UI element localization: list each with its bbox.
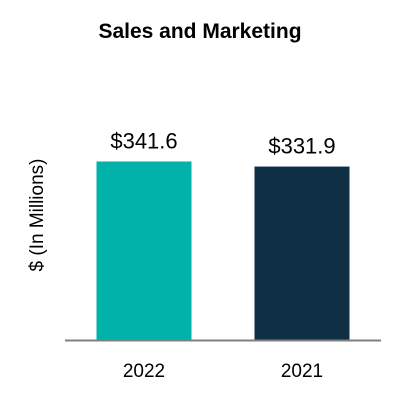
- data-label-2022: $341.6: [110, 129, 177, 154]
- x-tick-label-2022: 2022: [123, 361, 165, 382]
- bars-group: [96, 161, 350, 340]
- bar-2021: [254, 166, 350, 340]
- data-labels-group: $341.6 $331.9: [110, 129, 335, 159]
- chart-title: Sales and Marketing: [98, 20, 301, 43]
- data-label-2021: $331.9: [268, 134, 335, 159]
- bar-2022: [96, 161, 192, 340]
- x-tick-labels-group: 2022 2021: [123, 361, 323, 382]
- x-tick-label-2021: 2021: [281, 361, 323, 382]
- y-axis-label: $ (In Millions): [27, 159, 48, 272]
